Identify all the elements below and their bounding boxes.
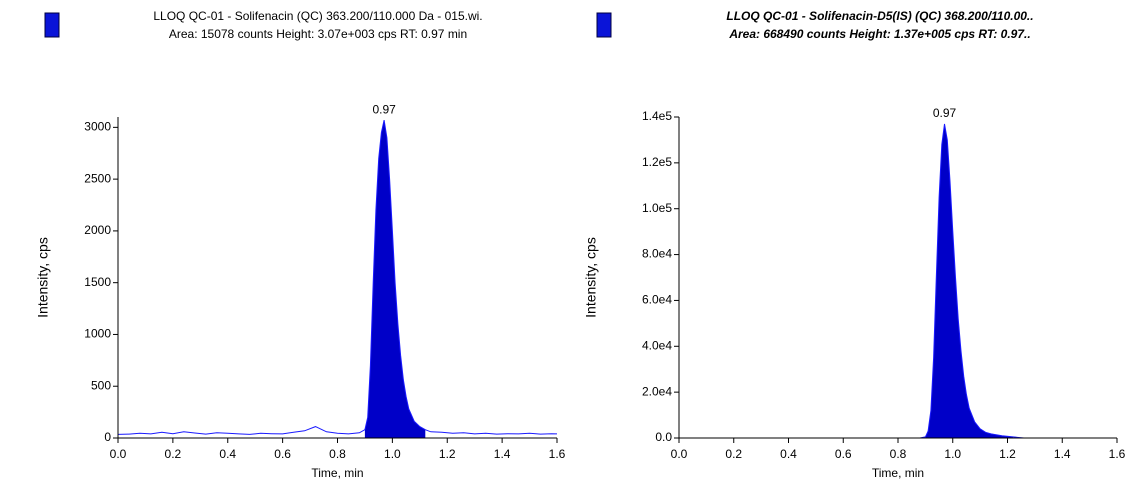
x-axis-label: Time, min bbox=[872, 466, 924, 480]
x-tick-label: 0.2 bbox=[165, 447, 182, 461]
chart-panel: LLOQ QC-01 - Solifenacin-D5(IS) (QC) 368… bbox=[583, 9, 1126, 480]
peak-label: 0.97 bbox=[933, 106, 957, 120]
y-tick-label: 6.0e4 bbox=[642, 293, 672, 307]
x-tick-label: 1.6 bbox=[1109, 447, 1126, 461]
legend-swatch bbox=[44, 12, 60, 38]
y-tick-label: 500 bbox=[91, 378, 111, 392]
chart-subtitle: Area: 668490 counts Height: 1.37e+005 cp… bbox=[728, 27, 1030, 41]
y-tick-label: 1000 bbox=[84, 327, 111, 341]
chart-subtitle: Area: 15078 counts Height: 3.07e+003 cps… bbox=[169, 27, 467, 41]
y-tick-label: 2000 bbox=[84, 223, 111, 237]
legend-swatch bbox=[596, 12, 612, 38]
x-tick-label: 1.6 bbox=[549, 447, 566, 461]
y-tick-label: 2500 bbox=[84, 171, 111, 185]
x-tick-label: 1.4 bbox=[1054, 447, 1071, 461]
y-tick-label: 0.0 bbox=[655, 430, 672, 444]
x-tick-label: 0.6 bbox=[274, 447, 291, 461]
x-axis-label: Time, min bbox=[311, 466, 363, 480]
y-tick-label: 4.0e4 bbox=[642, 338, 672, 352]
y-tick-label: 1.2e5 bbox=[642, 155, 672, 169]
x-tick-label: 0.0 bbox=[110, 447, 127, 461]
x-tick-label: 0.4 bbox=[219, 447, 236, 461]
y-axis-label: Intensity, cps bbox=[583, 237, 599, 318]
x-tick-label: 1.0 bbox=[384, 447, 401, 461]
peak-area bbox=[925, 123, 1013, 439]
x-tick-label: 0.0 bbox=[671, 447, 688, 461]
x-tick-label: 1.2 bbox=[999, 447, 1016, 461]
x-tick-label: 0.8 bbox=[890, 447, 907, 461]
y-tick-label: 8.0e4 bbox=[642, 247, 672, 261]
chart-title: LLOQ QC-01 - Solifenacin-D5(IS) (QC) 368… bbox=[726, 9, 1033, 23]
chart-panel: LLOQ QC-01 - Solifenacin (QC) 363.200/11… bbox=[35, 9, 566, 480]
x-tick-label: 1.4 bbox=[494, 447, 511, 461]
trace-line bbox=[117, 119, 558, 435]
y-tick-label: 2.0e4 bbox=[642, 384, 672, 398]
trace-line bbox=[679, 123, 1117, 439]
x-tick-label: 0.2 bbox=[725, 447, 742, 461]
y-axis-label: Intensity, cps bbox=[35, 237, 51, 318]
peak-area bbox=[364, 120, 426, 438]
y-tick-label: 0 bbox=[104, 430, 111, 444]
x-tick-label: 1.0 bbox=[944, 447, 961, 461]
y-tick-label: 1500 bbox=[84, 275, 111, 289]
peak-label: 0.97 bbox=[372, 102, 396, 116]
x-tick-label: 0.8 bbox=[329, 447, 346, 461]
chart-title: LLOQ QC-01 - Solifenacin (QC) 363.200/11… bbox=[153, 9, 482, 23]
y-tick-label: 1.0e5 bbox=[642, 201, 672, 215]
x-tick-label: 0.6 bbox=[835, 447, 852, 461]
x-tick-label: 0.4 bbox=[780, 447, 797, 461]
x-tick-label: 1.2 bbox=[439, 447, 456, 461]
y-tick-label: 1.4e5 bbox=[642, 109, 672, 123]
y-tick-label: 3000 bbox=[84, 120, 111, 134]
